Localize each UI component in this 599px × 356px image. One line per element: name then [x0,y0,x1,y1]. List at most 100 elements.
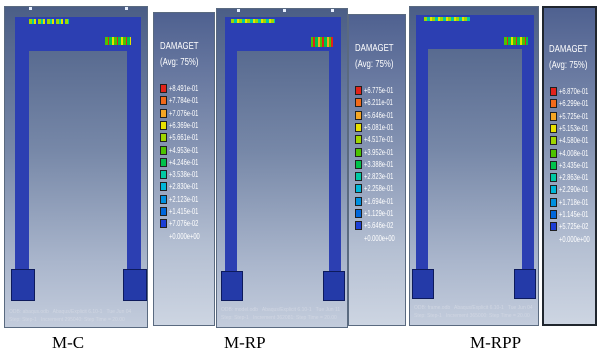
legend-value: +8.491e-01 [169,84,199,93]
legend-entry: +7.784e-01 [160,95,210,106]
frame-column-right [522,49,534,277]
legend-value: +5.646e-01 [364,110,394,120]
legend-swatch [160,194,167,204]
frame-footing-left [412,269,434,299]
legend-swatch [550,235,557,244]
legend-swatch [160,219,167,229]
legend-title: DAMAGET [160,41,199,52]
frame-footing-left [221,271,243,301]
legend-swatch [355,172,362,182]
legend-entry: +2.290e-01 [550,184,595,195]
legend-swatch [160,232,167,241]
viewport-footer: Step: Step-1 Increment 362081: Step Time… [221,315,337,321]
frame-column-left [416,49,428,277]
legend-entry: +3.435e-01 [550,160,595,171]
legend-entry: +2.258e-01 [355,183,405,194]
legend-scale: +6.870e-01 +6.299e-01 +5.725e-01 +5.153e-01… [544,86,595,246]
legend-swatch [160,145,167,155]
legend-swatch [355,159,362,169]
legend-entry: +5.153e-01 [550,123,595,134]
viewport-footer: ODB: abaqus.odb Abaqus/Explicit 6.10-1 T… [9,309,132,315]
legend-swatch [550,185,557,195]
legend-value: +0.000e+00 [169,231,200,241]
legend-entry: +0.000e+00 [160,231,212,242]
legend-value: +1.718e-01 [559,197,589,207]
legend-value: +7.076e-02 [169,219,199,229]
legend-swatch [355,234,362,243]
legend-swatch [550,197,557,207]
legend-m-rpp: DAMAGET (Avg: 75%) +6.870e-01 +6.299e-01 +… [542,6,597,326]
legend-entry: +2.830e-01 [160,181,210,192]
legend-entry: +5.661e-01 [160,132,210,143]
legend-value: +5.081e-01 [364,122,394,132]
node-marker [331,9,334,12]
legend-swatch [550,123,557,133]
legend-value: +2.863e-01 [559,173,589,183]
legend-swatch [550,99,557,109]
legend-value: +5.725e-01 [559,111,589,121]
legend-entry: +6.299e-01 [550,98,595,109]
legend-value: +1.415e-01 [169,207,199,216]
legend-entry: +1.145e-01 [550,209,595,220]
frame-column-left [15,51,29,276]
legend-swatch [355,135,362,145]
caption-m-rpp: M-RPP [470,333,522,352]
legend-value: +6.299e-01 [559,99,589,109]
legend-entry: +3.952e-01 [355,147,405,158]
legend-value: +3.952e-01 [364,147,394,157]
legend-entry: +1.718e-01 [550,197,595,208]
legend-entry: +1.694e-01 [355,196,405,207]
legend-swatch [160,96,167,106]
legend-swatch [160,170,167,180]
legend-title: DAMAGET [355,43,394,54]
legend-entry: +7.076e-02 [160,218,210,229]
caption-m-rp: M-RP [224,333,266,352]
frame-footing-right [514,269,536,299]
legend-value: +1.129e-01 [364,209,394,218]
legend-swatch [160,133,167,143]
legend-value: +6.211e-01 [364,98,393,108]
legend-entry: +2.863e-01 [550,172,595,183]
damage-hotspot [311,37,333,47]
legend-swatch [550,173,557,183]
legend-entry: +4.246e-01 [160,157,210,168]
legend-value: +6.369e-01 [169,120,199,130]
frame-footing-right [323,271,345,301]
damage-hotspot [231,19,275,23]
legend-subtitle: (Avg: 75%) [160,57,199,68]
legend-swatch [550,210,557,219]
frame-column-right [127,51,141,276]
legend-entry: +3.538e-01 [160,169,210,180]
legend-entry: +6.211e-01 [355,97,404,108]
legend-entry: +6.775e-01 [355,85,405,96]
legend-entry: +7.076e-01 [160,108,210,119]
legend-entry: +0.000e+00 [550,234,595,245]
legend-m-c: DAMAGET (Avg: 75%) +8.491e-01 +7.784e-01 +… [153,12,215,326]
legend-swatch [550,222,557,232]
legend-swatch [355,184,362,194]
legend-swatch [355,221,362,231]
legend-swatch [160,182,167,192]
legend-value: +3.538e-01 [169,170,199,180]
frame-column-right [329,51,341,279]
legend-entry: +4.517e-01 [355,134,405,145]
viewport-footer: ODB: frame.odb Abaqus/Explicit 6.10-1 Tu… [414,305,533,311]
legend-value: +5.725e-02 [559,222,589,232]
legend-value: +2.830e-01 [169,182,199,192]
legend-swatch [160,120,167,130]
legend-value: +2.290e-01 [559,185,589,195]
damage-hotspot [105,37,131,45]
legend-entry: +2.823e-01 [355,171,405,182]
legend-title: DAMAGET [549,44,588,55]
legend-entry: +4.953e-01 [160,145,210,156]
legend-value: +4.953e-01 [169,145,199,155]
node-marker [29,7,32,10]
legend-entry: +8.491e-01 [160,83,210,94]
legend-entry: +5.725e-01 [550,111,595,122]
frame-footing-left [11,269,35,301]
frame-footing-right [123,269,147,301]
viewport-footer: Step: Step-1 Increment 295040: Step Time… [9,317,125,323]
legend-entry: +2.123e-01 [160,194,210,205]
legend-entry: +1.415e-01 [160,206,210,217]
legend-swatch [355,110,362,120]
